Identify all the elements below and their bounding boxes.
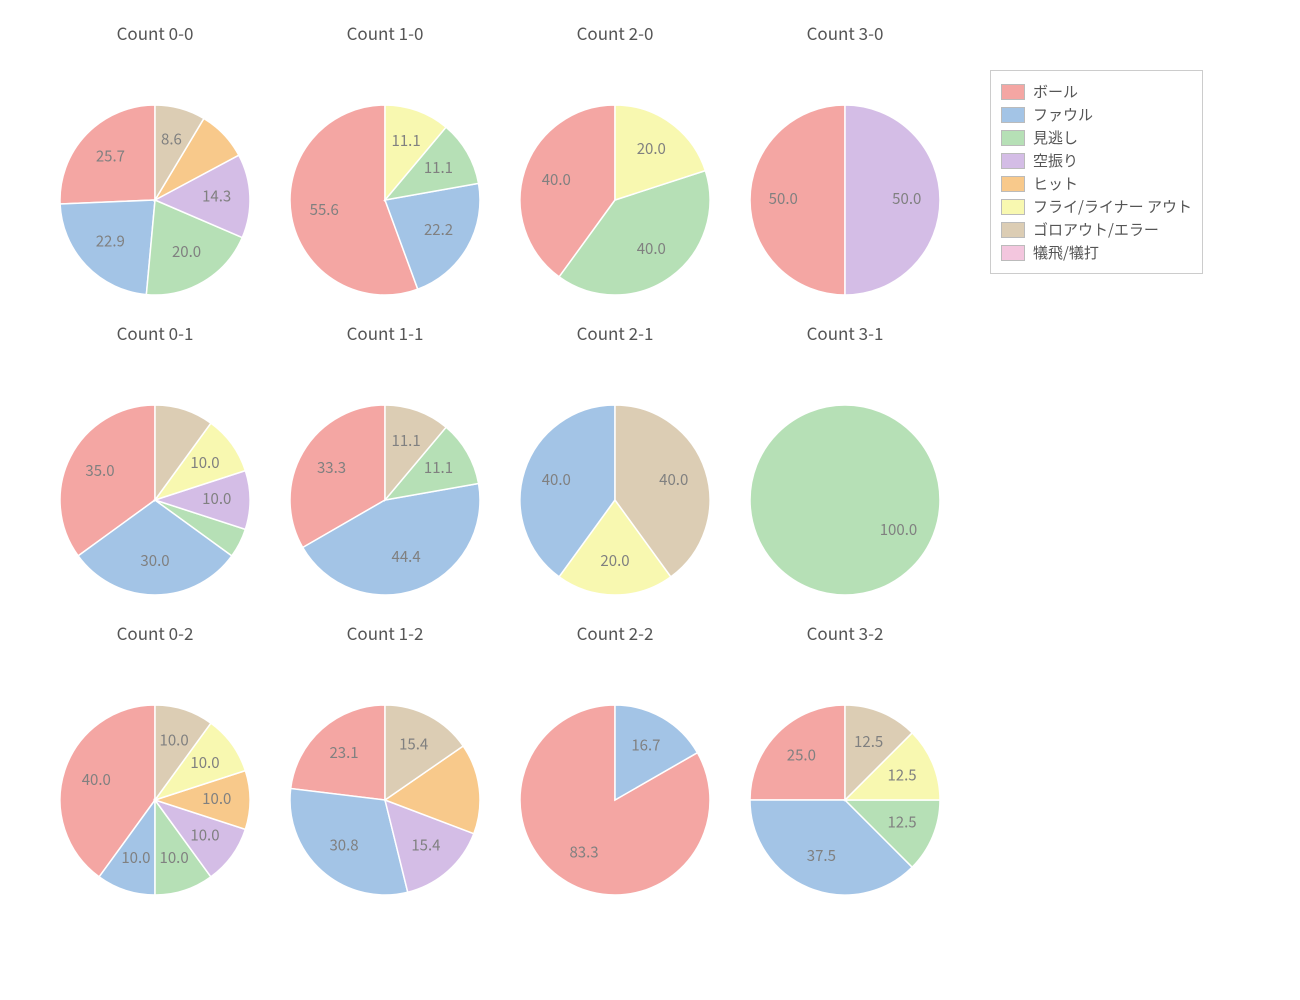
legend-swatch [1001, 222, 1025, 238]
legend-swatch [1001, 130, 1025, 146]
legend-swatch [1001, 84, 1025, 100]
pie-svg: 23.1 30.8 15.4 15.4 [270, 620, 500, 920]
pie-svg: 40.0 20.0 40.0 [500, 320, 730, 620]
pie-slice-label: 40.0 [542, 169, 571, 190]
legend-label: ヒット [1033, 173, 1078, 194]
legend-swatch [1001, 245, 1025, 261]
pie-count-3-0: Count 3-050.050.0 [730, 20, 960, 320]
legend-swatch [1001, 153, 1025, 169]
legend-label: ファウル [1033, 104, 1093, 125]
legend-label: 犠飛/犠打 [1033, 242, 1099, 263]
legend: ボールファウル見逃し空振りヒットフライ/ライナー アウトゴロアウト/エラー犠飛/… [990, 70, 1203, 274]
pie-slice-label: 40.0 [542, 469, 571, 490]
pie-slice-label: 37.5 [807, 845, 836, 866]
pie-slice-label: 23.1 [329, 742, 358, 763]
chart-grid: Count 0-025.722.920.014.38.6Count 1-055.… [0, 0, 1300, 1000]
pie-slice-label: 25.7 [96, 145, 125, 166]
pie-count-2-0: Count 2-040.040.020.0 [500, 20, 730, 320]
pie-svg: 40.0 40.0 20.0 [500, 20, 730, 320]
pie-slice-label: 12.5 [887, 764, 916, 785]
pie-slice-label: 14.3 [202, 185, 231, 206]
pie-slice-label: 50.0 [892, 188, 921, 209]
legend-item-ground: ゴロアウト/エラー [1001, 219, 1192, 240]
pie-slice-label: 55.6 [310, 199, 339, 220]
legend-item-fly: フライ/ライナー アウト [1001, 196, 1192, 217]
pie-slice-label: 20.0 [172, 241, 201, 262]
legend-item-foul: ファウル [1001, 104, 1192, 125]
pie-slice-label: 12.5 [854, 731, 883, 752]
pie-slice-label: 10.0 [190, 752, 219, 773]
pie-slice-label: 11.1 [392, 130, 421, 151]
pie-slice-label: 44.4 [392, 546, 421, 567]
pie-count-2-1: Count 2-140.020.040.0 [500, 320, 730, 620]
pie-slice-label: 33.3 [317, 457, 346, 478]
legend-label: 空振り [1033, 150, 1078, 171]
pie-slice-label: 10.0 [160, 729, 189, 750]
pie-slice-label: 8.6 [161, 129, 182, 150]
pie-count-1-0: Count 1-055.622.211.111.1 [270, 20, 500, 320]
legend-item-look: 見逃し [1001, 127, 1192, 148]
pie-count-2-2: Count 2-283.316.7 [500, 620, 730, 920]
pie-slice-label: 22.9 [96, 231, 125, 252]
legend-item-sac: 犠飛/犠打 [1001, 242, 1192, 263]
pie-count-3-2: Count 3-225.037.512.512.512.5 [730, 620, 960, 920]
pie-slice-label: 22.2 [424, 219, 453, 240]
legend-label: ゴロアウト/エラー [1033, 219, 1159, 240]
pie-slice-label: 10.0 [202, 788, 231, 809]
pie-slice-label: 12.5 [887, 812, 916, 833]
pie-slice-label: 20.0 [637, 138, 666, 159]
pie-slice-label: 10.0 [202, 488, 231, 509]
pie-slice-label: 40.0 [637, 238, 666, 259]
legend-item-hit: ヒット [1001, 173, 1192, 194]
pie-svg: 50.0 50.0 [730, 20, 960, 320]
pie-slice-label: 30.8 [329, 834, 358, 855]
pie-svg: 83.3 16.7 [500, 620, 730, 920]
pie-slice-label: 11.1 [392, 430, 421, 451]
pie-count-0-2: Count 0-240.010.010.010.010.010.010.0 [40, 620, 270, 920]
pie-slice-label: 30.0 [140, 550, 169, 571]
legend-swatch [1001, 176, 1025, 192]
pie-svg: 33.3 44.4 11.111.1 [270, 320, 500, 620]
pie-svg: 35.0 30.0 10.0 10.0 [40, 320, 270, 620]
legend-swatch [1001, 199, 1025, 215]
pie-svg: 100.0 [730, 320, 960, 620]
pie-slice-label: 10.0 [121, 847, 150, 868]
pie-slice-label: 16.7 [631, 735, 660, 756]
pie-slice-label: 40.0 [659, 469, 688, 490]
legend-label: 見逃し [1033, 127, 1078, 148]
pie-slice-label: 100.0 [880, 519, 917, 540]
pie-slice-label: 50.0 [769, 188, 798, 209]
legend-swatch [1001, 107, 1025, 123]
pie-count-0-1: Count 0-135.030.010.010.0 [40, 320, 270, 620]
pie-slice-label: 83.3 [569, 842, 598, 863]
pie-count-0-0: Count 0-025.722.920.014.38.6 [40, 20, 270, 320]
pie-svg: 25.7 22.9 20.0 14.3 8.6 [40, 20, 270, 320]
pie-slice-label: 20.0 [600, 550, 629, 571]
pie-slice-label: 25.0 [787, 744, 816, 765]
pie-slice-label: 15.4 [411, 834, 440, 855]
pie-slice-label: 15.4 [399, 733, 428, 754]
pie-slice-label: 35.0 [85, 460, 114, 481]
legend-item-swing: 空振り [1001, 150, 1192, 171]
legend-label: フライ/ライナー アウト [1033, 196, 1192, 217]
pie-svg: 40.010.010.010.010.010.010.0 [40, 620, 270, 920]
legend-label: ボール [1033, 81, 1078, 102]
legend-item-ball: ボール [1001, 81, 1192, 102]
pie-count-1-2: Count 1-223.130.815.415.4 [270, 620, 500, 920]
pie-slice-label: 11.1 [424, 157, 453, 178]
pie-slice-label: 10.0 [190, 824, 219, 845]
pie-count-3-1: Count 3-1100.0 [730, 320, 960, 620]
pie-slice-look [750, 405, 940, 595]
pie-svg: 25.037.512.512.512.5 [730, 620, 960, 920]
pie-count-1-1: Count 1-133.344.411.111.1 [270, 320, 500, 620]
pie-slice-label: 11.1 [424, 457, 453, 478]
pie-slice-label: 10.0 [160, 847, 189, 868]
pie-svg: 55.6 22.2 11.111.1 [270, 20, 500, 320]
pie-slice-label: 10.0 [190, 452, 219, 473]
pie-slice-label: 40.0 [82, 769, 111, 790]
